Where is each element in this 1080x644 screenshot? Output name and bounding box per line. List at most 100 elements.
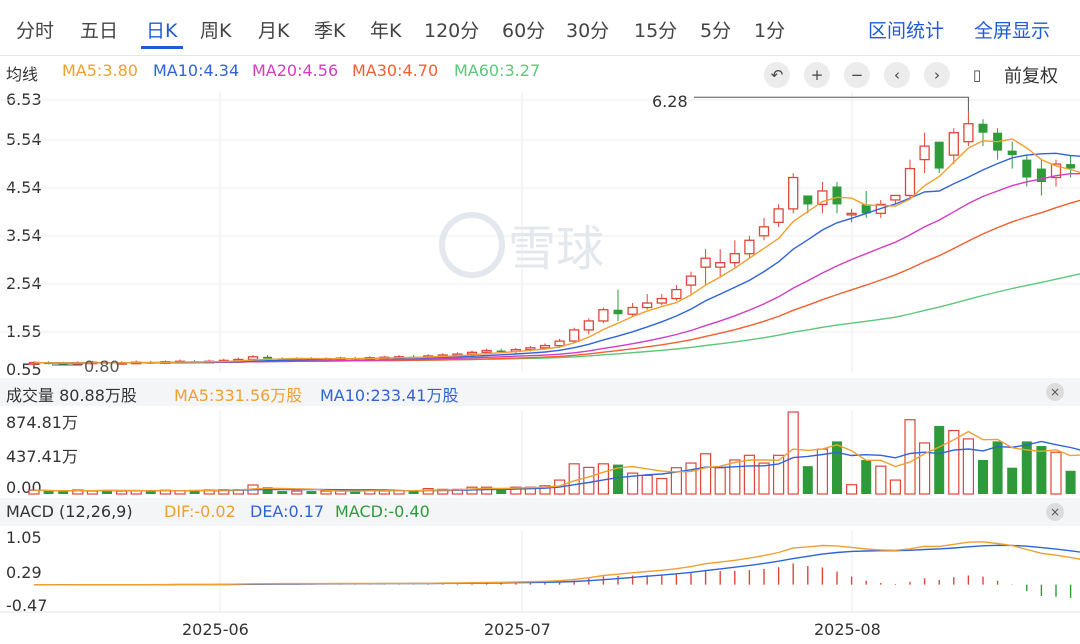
- volume-bar: [496, 489, 507, 494]
- candle-body: [642, 302, 653, 309]
- volume-bar: [934, 425, 945, 494]
- volume-bar: [656, 477, 668, 495]
- ma5-value: MA5:3.80: [62, 61, 138, 80]
- volume-bar: [102, 489, 112, 494]
- candle-body: [58, 363, 68, 365]
- prev-icon[interactable]: ‹: [884, 62, 910, 88]
- volume-bar: [262, 487, 273, 494]
- max-marker-leader: [694, 96, 969, 112]
- volume-bar: [1021, 441, 1032, 494]
- volume-bar: [787, 411, 799, 495]
- candle-body: [963, 123, 974, 143]
- volume-bar: [772, 454, 785, 495]
- candle-body: [978, 123, 988, 133]
- volume-bar: [889, 479, 902, 495]
- candle-body: [744, 239, 755, 255]
- close-macd-icon[interactable]: ×: [1046, 503, 1064, 521]
- candle-body: [904, 167, 916, 197]
- volume-bar: [145, 491, 156, 494]
- volume-bar: [86, 490, 99, 495]
- volume-bar: [861, 459, 872, 494]
- volume-bar: [978, 459, 988, 494]
- macd-dif-line: [34, 541, 1080, 586]
- volume-bar: [1050, 451, 1062, 495]
- volume-bar: [613, 464, 623, 494]
- volume-tick-mid: 437.41万: [6, 447, 78, 466]
- candle-body: [627, 306, 638, 315]
- volume-bar: [350, 491, 361, 494]
- tab-1min[interactable]: 1分: [754, 20, 786, 42]
- ma-legend: 均线 MA5:3.80 MA10:4.34 MA20:4.56 MA30:4.7…: [0, 58, 1080, 88]
- volume-bar: [699, 453, 712, 495]
- tab-daily-k[interactable]: 日K: [146, 20, 178, 42]
- candle-body: [1007, 150, 1017, 156]
- ma20-value: MA20:4.56: [252, 61, 339, 80]
- next-icon[interactable]: ›: [924, 62, 950, 88]
- tab-15min[interactable]: 15分: [634, 20, 678, 42]
- candle-icon[interactable]: ▯: [972, 66, 982, 84]
- volume-bar: [845, 484, 858, 495]
- tab-five-day[interactable]: 五日: [80, 20, 119, 42]
- macd-dea: DEA:0.17: [250, 502, 325, 521]
- candle-body: [569, 329, 580, 342]
- zoom-out-icon[interactable]: −: [844, 62, 870, 88]
- undo-icon[interactable]: ↶: [764, 62, 790, 88]
- volume-bar: [743, 454, 756, 495]
- volume-bar: [1065, 470, 1076, 494]
- candle-body: [817, 190, 828, 206]
- max-price-marker: 6.28: [652, 92, 688, 111]
- adjust-mode-label[interactable]: 前复权: [1004, 66, 1058, 87]
- volume-bar: [832, 441, 842, 494]
- zoom-in-icon[interactable]: +: [804, 62, 830, 88]
- candle-body: [758, 226, 770, 237]
- ma10-line: [33, 152, 1080, 364]
- candle-body: [656, 297, 667, 304]
- active-tab-indicator: [141, 46, 183, 49]
- candle-body: [948, 132, 959, 156]
- macd-dea-line: [34, 544, 1080, 586]
- volume-ma5: MA5:331.56万股: [174, 386, 303, 405]
- candle-body: [1036, 168, 1046, 183]
- volume-bar: [948, 429, 960, 495]
- volume-bar: [962, 438, 975, 495]
- candle-body: [890, 194, 901, 201]
- tab-120min[interactable]: 120分: [424, 20, 480, 42]
- candle-body: [613, 309, 623, 315]
- candle-body: [700, 257, 711, 268]
- period-tab-bar: 分时 五日 日K 周K 月K 季K 年K 120分 60分 30分 15分 5分 1分 区间统计 全屏显…: [0, 0, 1080, 56]
- volume-bar: [437, 488, 449, 495]
- tab-30min[interactable]: 30分: [566, 20, 610, 42]
- tab-intraday[interactable]: 分时: [16, 20, 55, 42]
- volume-ma5-line: [33, 430, 1080, 492]
- tab-yearly-k[interactable]: 年K: [370, 20, 402, 42]
- macd-tick-max: 1.05: [6, 528, 42, 547]
- close-volume-icon[interactable]: ×: [1046, 383, 1064, 401]
- candle-body: [481, 349, 492, 353]
- candle-body: [466, 351, 478, 355]
- fullscreen-button[interactable]: 全屏显示: [974, 20, 1051, 42]
- volume-bar: [1007, 467, 1018, 494]
- tab-quarterly-k[interactable]: 季K: [314, 20, 346, 42]
- volume-bar: [714, 467, 726, 495]
- volume-bar: [58, 491, 69, 494]
- tab-60min[interactable]: 60分: [502, 20, 546, 42]
- candle-body: [934, 141, 944, 169]
- macd-tick-mid: 0.29: [6, 563, 42, 582]
- date-label-aug: 2025-08: [814, 620, 881, 639]
- tab-weekly-k[interactable]: 周K: [200, 20, 232, 42]
- volume-bar: [729, 459, 741, 495]
- macd-dif: DIF:-0.02: [164, 502, 236, 521]
- volume-bar: [510, 486, 522, 495]
- volume-bar: [291, 490, 303, 495]
- volume-ma10-line: [33, 440, 1080, 492]
- tab-monthly-k[interactable]: 月K: [258, 20, 290, 42]
- candle-body: [803, 195, 813, 205]
- range-stats-button[interactable]: 区间统计: [868, 20, 945, 42]
- volume-bar: [904, 419, 916, 495]
- volume-ma10: MA10:233.41万股: [320, 386, 459, 405]
- volume-bar: [378, 490, 390, 495]
- volume-bar: [685, 462, 697, 495]
- volume-bar: [320, 490, 332, 495]
- tab-5min[interactable]: 5分: [700, 20, 732, 42]
